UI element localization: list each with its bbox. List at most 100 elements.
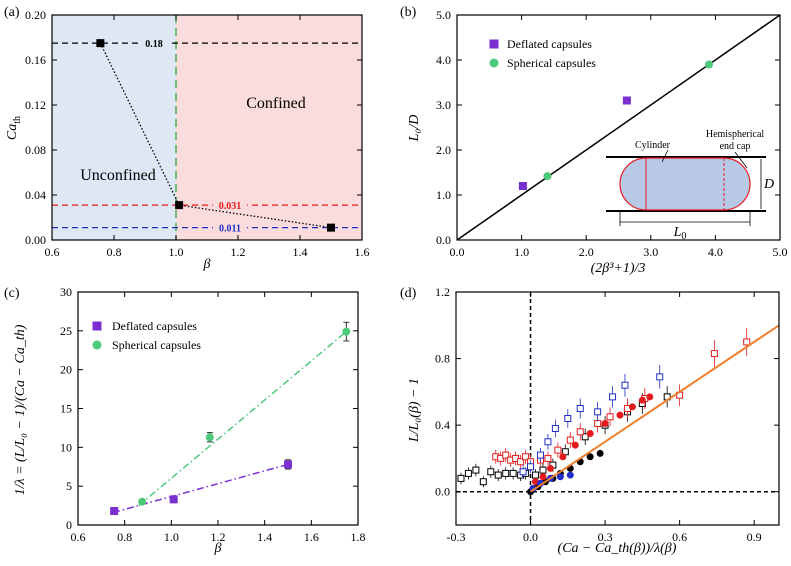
data-point [544,454,552,462]
data-point [609,393,617,401]
data-point [518,182,527,190]
capsule-shape [619,157,751,211]
panel-b-ylabel: L₀/D [407,115,422,143]
threshold-point [96,39,105,48]
panel-b-xtick-label: 4.0 [708,245,723,259]
panel-d-xtick-label: -0.3 [447,530,466,544]
panel-a-letter: (a) [4,5,20,20]
panel-c-ytick-label: 30 [60,285,72,299]
cap-label: end cap [720,141,751,152]
panel-d-xtick-label: 0.3 [598,530,613,544]
panel-b-ytick-label: 0.0 [436,233,451,247]
data-point [543,172,552,181]
panel-b-xtick-label: 2.0 [579,245,594,259]
data-point [559,453,567,461]
panel-c-letter: (c) [4,286,20,301]
data-point [539,473,547,481]
data-point [596,449,604,457]
legend-marker [489,58,499,68]
threshold-point [327,223,335,232]
panel-a-ytick-label: 0.00 [25,233,46,247]
threshold-label-bg [213,221,247,233]
data-point [457,474,465,482]
panel-b-xtick-label: 0.0 [450,245,465,259]
data-point [616,411,624,419]
panel-d-xtick-label: 0.0 [523,530,538,544]
panel-a-xtick-label: 1.6 [355,245,370,259]
data-point [519,468,527,476]
panel-b-ytick-label: 4.0 [436,53,451,67]
data-point [576,405,584,412]
panel-c-ytick-label: 10 [60,440,72,454]
data-point [522,453,530,461]
data-point [494,471,502,479]
legend-marker [489,39,499,49]
threshold-label: 0.011 [219,224,241,235]
legend-marker [92,340,102,350]
panel-a-xtick-label: 1.2 [231,245,246,259]
legend-label: Deflated capsules [112,319,197,333]
panel-b-xtick-label: 1.0 [514,245,529,259]
panel-c-xtick-label: 1.0 [164,530,179,544]
data-point [628,403,636,411]
panel-c-xlabel: β [214,541,222,556]
panel-b-letter: (b) [400,5,417,20]
data-point [532,471,540,479]
panel-a-xtick-label: 0.8 [107,245,122,259]
data-point [517,458,525,466]
data-point [464,469,472,477]
data-point [110,507,119,516]
panel-c-xtick-label: 1.2 [211,530,226,544]
panel-a-xtick-label: 1.4 [293,245,308,259]
data-point [138,497,147,506]
data-point [564,414,572,422]
panel-d-ylabel: L/L₀(β) − 1 [407,378,422,443]
data-point [586,429,594,437]
data-point [581,433,589,441]
legend-label: Spherical capsules [112,338,201,352]
data-point [502,451,510,459]
panel-d-xtick-label: 0.6 [672,530,687,544]
data-point [710,350,718,358]
data-point [502,469,510,477]
panel-a-xtick-label: 0.6 [45,245,60,259]
data-point [556,473,564,481]
panel-c-xtick-label: 0.6 [71,530,86,544]
panel-b-ytick-label: 5.0 [436,8,451,22]
threshold-label: 0.031 [219,201,242,212]
panel-c-ytick-label: 0 [66,518,72,532]
data-point [487,468,495,476]
panel-b-ytick-label: 3.0 [436,98,451,112]
panel-d-letter: (d) [400,286,417,301]
data-point [743,338,751,346]
data-point [566,436,574,444]
panel-a-ylabel: Cath [5,116,23,140]
cylinder-pointer [661,149,669,163]
panel-d-ytick-label: 0.4 [435,418,450,432]
data-point [576,428,584,436]
data-point [551,424,559,432]
panel-a-frame [51,14,363,241]
data-point [527,463,535,471]
data-point [544,438,552,446]
panel-b-xlabel: (2β³+1)/3 [591,261,646,276]
data-point [646,393,654,401]
data-point [479,478,487,486]
threshold-point [175,201,184,210]
threshold-label: 0.18 [145,39,163,50]
legend-label: Deflated capsules [507,37,592,51]
data-point [536,451,544,459]
l0-label: L0 [673,225,687,242]
data-point [594,408,602,416]
data-point [656,373,664,381]
panel-a-ytick-label: 0.16 [25,53,46,67]
panel-d-ytick-label: 1.2 [435,285,450,299]
panel-a-ytick-label: 0.20 [25,8,46,22]
data-point [704,60,713,69]
data-point [601,419,609,427]
data-point [169,495,178,504]
region-confined-label: Confined [246,95,306,112]
panel-a-xtick-label: 1.0 [169,245,184,259]
region-confined [176,15,362,240]
